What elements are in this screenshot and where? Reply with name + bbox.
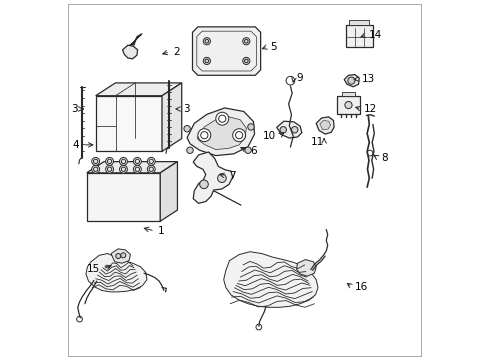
Circle shape xyxy=(347,77,354,84)
Circle shape xyxy=(203,57,210,64)
Text: 11: 11 xyxy=(310,138,324,147)
Polygon shape xyxy=(96,96,162,151)
Circle shape xyxy=(215,112,228,125)
Polygon shape xyxy=(122,45,137,59)
Polygon shape xyxy=(319,121,330,130)
Circle shape xyxy=(291,127,297,133)
Polygon shape xyxy=(345,25,372,47)
Circle shape xyxy=(344,102,351,109)
Circle shape xyxy=(116,253,121,258)
Text: 2: 2 xyxy=(172,46,179,57)
Circle shape xyxy=(119,165,127,173)
Text: 10: 10 xyxy=(263,131,276,141)
Polygon shape xyxy=(344,75,359,87)
Circle shape xyxy=(147,165,155,173)
Text: 6: 6 xyxy=(250,145,256,156)
Text: 4: 4 xyxy=(73,140,80,150)
Circle shape xyxy=(133,165,141,173)
Text: 14: 14 xyxy=(368,30,382,40)
Polygon shape xyxy=(336,96,360,114)
Text: 13: 13 xyxy=(361,74,374,84)
Circle shape xyxy=(147,157,155,165)
Circle shape xyxy=(217,174,226,183)
Circle shape xyxy=(242,38,249,45)
Polygon shape xyxy=(276,121,301,138)
Circle shape xyxy=(133,157,141,165)
Circle shape xyxy=(203,38,210,45)
Circle shape xyxy=(92,157,100,165)
Polygon shape xyxy=(192,27,260,75)
Circle shape xyxy=(183,126,190,132)
Polygon shape xyxy=(342,92,354,96)
Polygon shape xyxy=(86,253,147,292)
Circle shape xyxy=(280,127,286,133)
Circle shape xyxy=(242,57,249,64)
Circle shape xyxy=(92,165,100,173)
Text: 9: 9 xyxy=(296,73,303,83)
Circle shape xyxy=(199,180,208,189)
Text: 1: 1 xyxy=(158,226,164,236)
Text: 3: 3 xyxy=(71,104,77,114)
Circle shape xyxy=(198,129,210,141)
Circle shape xyxy=(121,253,125,258)
Circle shape xyxy=(105,165,113,173)
Text: 16: 16 xyxy=(354,282,367,292)
Circle shape xyxy=(247,124,254,130)
Text: 7: 7 xyxy=(228,171,235,181)
Polygon shape xyxy=(86,173,160,221)
Text: 5: 5 xyxy=(270,42,277,51)
Text: 8: 8 xyxy=(380,153,386,163)
Polygon shape xyxy=(193,152,232,203)
Polygon shape xyxy=(160,162,177,221)
Polygon shape xyxy=(96,83,182,96)
Polygon shape xyxy=(197,116,246,149)
Polygon shape xyxy=(296,260,316,276)
Circle shape xyxy=(119,157,127,165)
Polygon shape xyxy=(316,117,333,134)
Circle shape xyxy=(186,147,193,153)
Polygon shape xyxy=(86,162,177,173)
Polygon shape xyxy=(111,249,130,263)
Polygon shape xyxy=(223,252,317,307)
Text: 15: 15 xyxy=(86,264,100,274)
Polygon shape xyxy=(348,21,368,25)
Circle shape xyxy=(244,147,251,153)
Text: 3: 3 xyxy=(183,104,189,114)
Polygon shape xyxy=(187,108,254,156)
Circle shape xyxy=(232,129,245,141)
Circle shape xyxy=(105,157,113,165)
Polygon shape xyxy=(162,83,182,151)
Text: 12: 12 xyxy=(364,104,377,114)
